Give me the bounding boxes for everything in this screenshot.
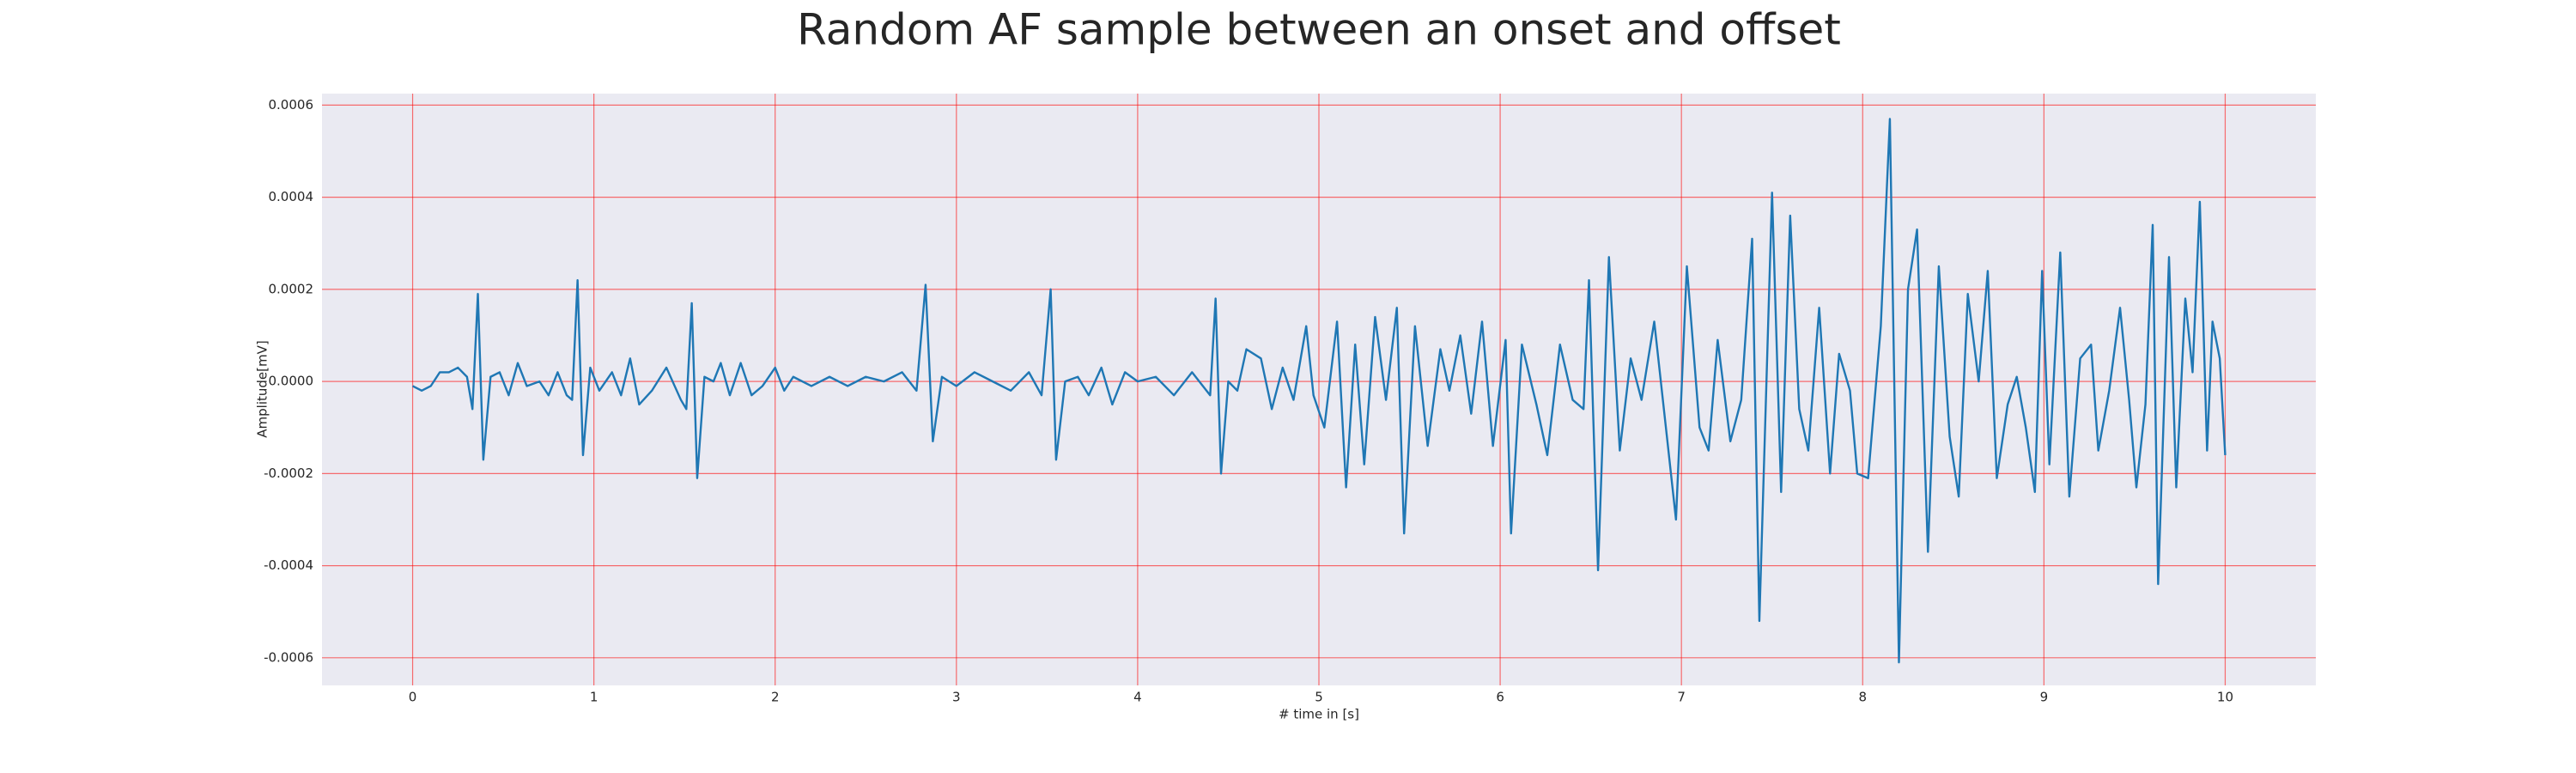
x-tick-label: 2 [771, 690, 780, 705]
x-tick-label: 6 [1496, 690, 1504, 705]
x-tick-label: 1 [590, 690, 598, 705]
x-tick-label: 5 [1315, 690, 1323, 705]
chart-title: Random AF sample between an onset and of… [797, 5, 1841, 55]
y-axis-label: Amplitude[mV] [255, 340, 270, 437]
x-tick-label: 3 [952, 690, 961, 705]
x-axis-label: # time in [s] [1279, 707, 1359, 722]
x-tick-label: 10 [2217, 690, 2233, 705]
x-tick-label: 7 [1677, 690, 1686, 705]
y-tick-label: -0.0006 [264, 649, 313, 665]
x-tick-label: 4 [1133, 690, 1142, 705]
y-tick-label: -0.0004 [264, 557, 313, 573]
signal-line [412, 118, 2227, 664]
y-tick-label: -0.0002 [264, 466, 313, 481]
x-tick-label: 9 [2040, 690, 2049, 705]
y-tick-label: 0.0000 [269, 374, 314, 389]
x-tick-label: 8 [1858, 690, 1867, 705]
y-tick-label: 0.0002 [269, 281, 314, 296]
y-tick-label: 0.0004 [269, 189, 314, 204]
y-tick-label: 0.0006 [269, 97, 314, 113]
x-tick-label: 0 [409, 690, 417, 705]
